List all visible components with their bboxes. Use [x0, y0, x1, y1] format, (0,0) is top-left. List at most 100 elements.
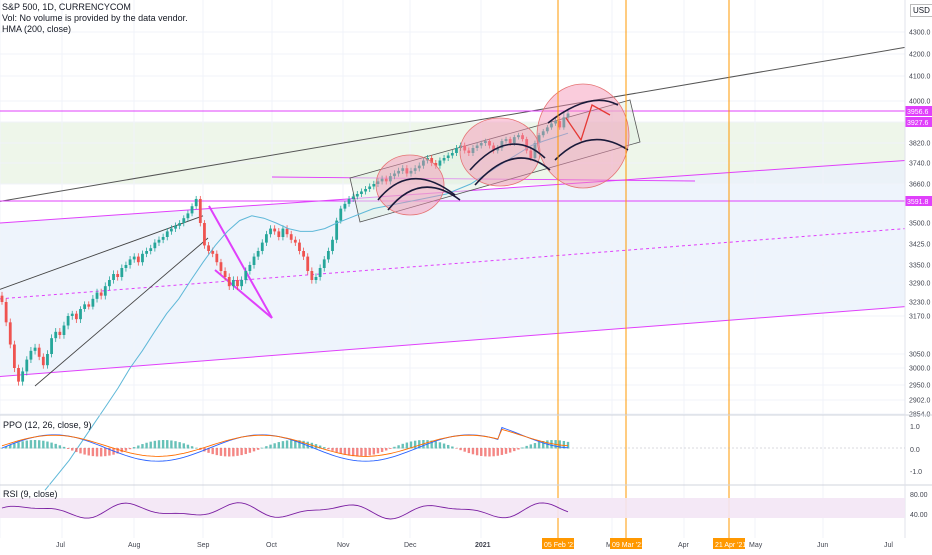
x-tick-marker-bg-7 — [542, 538, 574, 549]
currency-badge[interactable]: USD — [910, 4, 932, 17]
ppo-histogram-bar — [265, 446, 268, 449]
candle-body — [227, 277, 231, 287]
ppo-histogram-bar — [318, 445, 322, 449]
ppo-histogram-bar — [285, 440, 289, 449]
ppo-histogram-bar — [29, 440, 33, 449]
candle-body — [475, 145, 479, 148]
candle-body — [525, 139, 529, 151]
candle-body — [409, 170, 413, 174]
candle-body — [141, 253, 144, 263]
circle-highlight-1 — [459, 117, 541, 187]
ppo-histogram-bar — [455, 448, 458, 449]
candle-body — [496, 148, 500, 151]
ppo-histogram-bar — [508, 448, 512, 453]
candle-body — [207, 245, 210, 251]
ppo-histogram-bar — [194, 447, 198, 449]
ppo-histogram-bar — [75, 448, 78, 453]
candle-body — [269, 228, 272, 235]
candle-body — [488, 141, 491, 146]
candle-body — [74, 313, 78, 320]
y-tick-label-8: 3660.0 — [909, 182, 931, 189]
candle-body — [0, 295, 4, 302]
ppo-histogram-bar — [434, 441, 437, 449]
ppo-histogram-bar — [228, 448, 231, 457]
ppo-histogram-bar — [54, 443, 57, 449]
candle-body — [54, 331, 58, 339]
ppo-histogram-bar — [219, 448, 223, 456]
ppo-histogram-bar — [517, 448, 520, 450]
ppo-histogram-bar — [380, 448, 384, 452]
ppo-histogram-bar — [480, 448, 483, 456]
x-tick-marker-bg-9 — [610, 538, 642, 549]
candle-body — [483, 141, 487, 143]
candle-body — [397, 170, 401, 174]
y-tick-label-11: 3425.0 — [909, 242, 931, 249]
ppo-histogram-bar — [413, 440, 417, 449]
candle-body — [550, 123, 553, 128]
ppo-histogram-bar — [91, 448, 95, 457]
ppo-histogram-bar — [9, 444, 12, 449]
ppo-histogram-bar — [306, 441, 309, 449]
y-tick-label-15: 3170.0 — [909, 314, 931, 321]
ppo-histogram-bar — [211, 448, 214, 455]
ppo-histogram-bar — [232, 448, 235, 457]
ppo-histogram-bar — [83, 448, 86, 455]
candle-body — [236, 280, 239, 287]
ppo-histogram-bar — [372, 448, 376, 455]
ppo-histogram-bar — [488, 448, 491, 457]
wedge-upper — [0, 215, 204, 290]
x-tick-label-6: 2021 — [475, 542, 491, 549]
ppo-histogram-bar — [323, 447, 326, 449]
x-tick-label-11: 21 Apr '21 — [715, 542, 746, 549]
candle-body — [471, 148, 475, 153]
candle-body — [12, 344, 16, 368]
ppo-histogram-bar — [71, 448, 74, 451]
candle-body — [240, 280, 244, 287]
price-label-support-bg — [905, 196, 932, 206]
ppo-histogram-bar — [128, 448, 132, 450]
price-label-upper: 3956.6 — [907, 109, 929, 116]
candle-body — [25, 359, 29, 372]
candle-body — [368, 186, 372, 189]
ppo-histogram-bar — [277, 442, 281, 449]
rsi-tick-0: 80.00 — [910, 492, 928, 499]
ppo-histogram-bar — [463, 448, 466, 452]
ppo-histogram-bar — [137, 445, 140, 449]
candle-body — [161, 237, 165, 240]
candle-body — [273, 228, 277, 232]
ppo-histogram-bar — [116, 448, 119, 454]
ppo-histogram-bar — [182, 443, 185, 449]
y-tick-label-14: 3230.0 — [909, 300, 931, 307]
ppo-histogram-bar — [4, 446, 8, 449]
ppo-histogram-bar — [58, 445, 62, 449]
candle-body — [492, 145, 496, 151]
ppo-histogram-bar — [533, 443, 537, 449]
candle-body — [318, 268, 322, 277]
candle-body — [62, 325, 66, 335]
circle-highlight-2 — [536, 83, 630, 189]
ppo-legend: PPO (12, 26, close, 9) — [3, 420, 92, 430]
ppo-histogram-bar — [223, 448, 227, 457]
ppo-histogram-bar — [46, 441, 49, 449]
ppo-histogram-bar — [256, 448, 260, 450]
candle-body — [153, 242, 157, 249]
wedge-lower — [34, 237, 209, 387]
candle-body — [566, 113, 570, 118]
candle-body — [285, 228, 289, 235]
y-tick-label-6: 3820.0 — [909, 141, 931, 148]
ppo-histogram-bar — [215, 448, 219, 456]
candle-body — [256, 251, 260, 257]
hma-line — [44, 132, 569, 491]
y-tick-label-12: 3350.0 — [909, 263, 931, 270]
x-tick-label-2: Sep — [197, 542, 210, 549]
candle-body — [558, 121, 562, 128]
projection-path — [565, 104, 611, 142]
candle-body — [347, 198, 351, 204]
ppo-histogram-bar — [66, 448, 70, 449]
candle-body — [343, 203, 347, 209]
x-tick-label-13: Jun — [817, 542, 828, 549]
candle-body — [33, 347, 37, 351]
y-tick-label-19: 2902.0 — [909, 398, 931, 405]
ppo-histogram-bar — [442, 443, 446, 449]
